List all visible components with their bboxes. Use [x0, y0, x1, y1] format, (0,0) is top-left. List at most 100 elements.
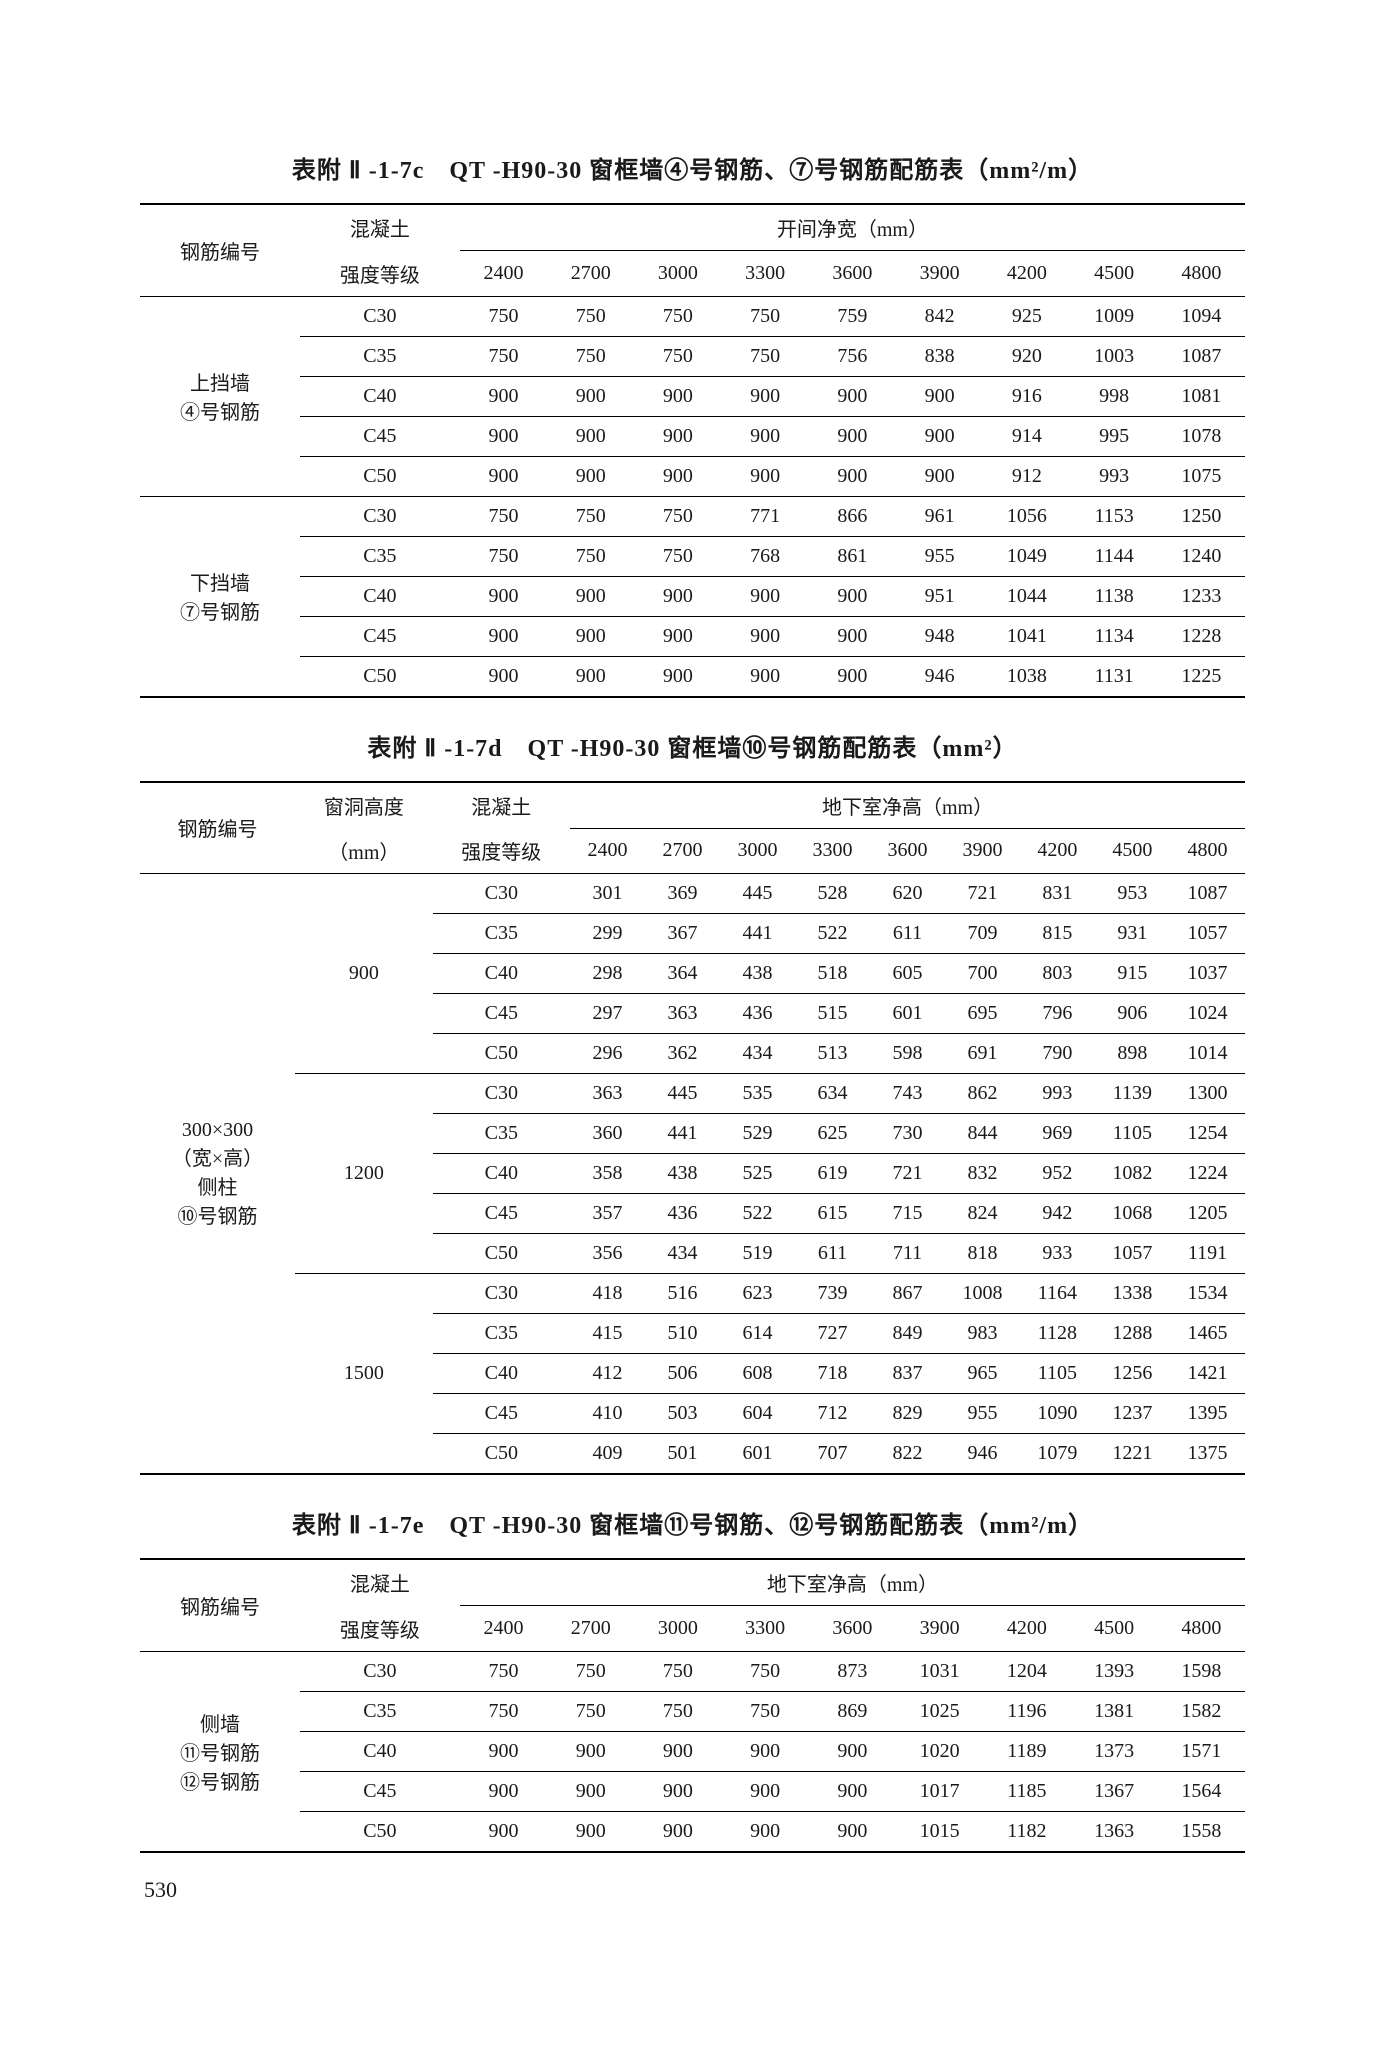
cell: 1081 — [1158, 376, 1245, 416]
cell: 356 — [570, 1234, 645, 1274]
cell: 750 — [634, 336, 721, 376]
cell: C45 — [300, 416, 460, 456]
t7d-h-col2b: （mm） — [295, 828, 432, 874]
cell: 1031 — [896, 1651, 983, 1691]
cell: 1078 — [1158, 416, 1245, 456]
cell: C40 — [300, 1731, 460, 1771]
cell: 415 — [570, 1314, 645, 1354]
cell: 750 — [634, 496, 721, 536]
cell: 900 — [809, 416, 896, 456]
cell: 955 — [945, 1394, 1020, 1434]
cell: 1153 — [1070, 496, 1157, 536]
height-label: 1500 — [295, 1274, 432, 1475]
cell: 900 — [547, 1771, 634, 1811]
t7c-w1: 2700 — [547, 251, 634, 297]
cell: 1233 — [1158, 576, 1245, 616]
cell: 436 — [645, 1194, 720, 1234]
cell: 1020 — [896, 1731, 983, 1771]
cell: 503 — [645, 1394, 720, 1434]
cell: 750 — [634, 1691, 721, 1731]
cell: 730 — [870, 1114, 945, 1154]
cell: 438 — [720, 954, 795, 994]
cell: 790 — [1020, 1034, 1095, 1074]
cell: 1375 — [1170, 1434, 1245, 1475]
table-7e: 钢筋编号 混凝土 地下室净高（mm） 强度等级 2400 2700 3000 3… — [140, 1558, 1245, 1853]
cell: 838 — [896, 336, 983, 376]
cell: 900 — [547, 376, 634, 416]
table-row: 1500C304185166237398671008116413381534 — [140, 1274, 1245, 1314]
cell: C40 — [300, 376, 460, 416]
cell: C30 — [300, 296, 460, 336]
cell: 900 — [634, 1811, 721, 1852]
cell: 750 — [722, 336, 809, 376]
cell: 709 — [945, 914, 1020, 954]
cell: 900 — [547, 1731, 634, 1771]
cell: 750 — [460, 496, 547, 536]
cell: C40 — [433, 1354, 570, 1394]
cell: 721 — [945, 874, 1020, 914]
cell: 900 — [547, 416, 634, 456]
cell: 1105 — [1095, 1114, 1170, 1154]
cell: 625 — [795, 1114, 870, 1154]
cell: 900 — [896, 416, 983, 456]
cell: 900 — [722, 1811, 809, 1852]
t7c-w0: 2400 — [460, 251, 547, 297]
cell: 933 — [1020, 1234, 1095, 1274]
t7c-w8: 4800 — [1158, 251, 1245, 297]
cell: 297 — [570, 994, 645, 1034]
row-group-label: 下挡墙⑦号钢筋 — [140, 496, 300, 697]
t7c-w4: 3600 — [809, 251, 896, 297]
cell: 900 — [809, 616, 896, 656]
cell: 1087 — [1158, 336, 1245, 376]
cell: 634 — [795, 1074, 870, 1114]
cell: 832 — [945, 1154, 1020, 1194]
cell: 861 — [809, 536, 896, 576]
t7d-w7: 4500 — [1095, 828, 1170, 874]
cell: 900 — [547, 616, 634, 656]
cell: 915 — [1095, 954, 1170, 994]
cell: 756 — [809, 336, 896, 376]
cell: 1008 — [945, 1274, 1020, 1314]
cell: 900 — [809, 576, 896, 616]
table-row: C409009009009009009009169981081 — [140, 376, 1245, 416]
cell: 1057 — [1170, 914, 1245, 954]
cell: 750 — [722, 1651, 809, 1691]
t7e-h-span: 地下室净高（mm） — [460, 1559, 1245, 1606]
cell: 818 — [945, 1234, 1020, 1274]
cell: C50 — [433, 1434, 570, 1475]
cell: 1373 — [1070, 1731, 1157, 1771]
cell: 362 — [645, 1034, 720, 1074]
cell: 993 — [1070, 456, 1157, 496]
t7d-w6: 4200 — [1020, 828, 1095, 874]
cell: C45 — [433, 994, 570, 1034]
cell: 951 — [896, 576, 983, 616]
t7d-h-col2a: 窗洞高度 — [295, 782, 432, 829]
cell: C35 — [433, 1314, 570, 1354]
cell: 301 — [570, 874, 645, 914]
table-row: C357507507507508691025119613811582 — [140, 1691, 1245, 1731]
t7c-w6: 4200 — [983, 251, 1070, 297]
cell: 1393 — [1070, 1651, 1157, 1691]
cell: 993 — [1020, 1074, 1095, 1114]
t7e-w2: 3000 — [634, 1606, 721, 1652]
cell: 1395 — [1170, 1394, 1245, 1434]
cell: 900 — [547, 1811, 634, 1852]
cell: 1182 — [983, 1811, 1070, 1852]
cell: 844 — [945, 1114, 1020, 1154]
cell: C30 — [433, 874, 570, 914]
cell: 605 — [870, 954, 945, 994]
cell: 535 — [720, 1074, 795, 1114]
row-group-label: 上挡墙④号钢筋 — [140, 296, 300, 496]
cell: 1582 — [1158, 1691, 1245, 1731]
cell: 1250 — [1158, 496, 1245, 536]
t7d-w4: 3600 — [870, 828, 945, 874]
cell: 920 — [983, 336, 1070, 376]
cell: 1024 — [1170, 994, 1245, 1034]
cell: 1363 — [1070, 1811, 1157, 1852]
cell: 529 — [720, 1114, 795, 1154]
table-row: C45900900900900900948104111341228 — [140, 616, 1245, 656]
cell: 750 — [460, 336, 547, 376]
t7e-w5: 3900 — [896, 1606, 983, 1652]
cell: 965 — [945, 1354, 1020, 1394]
cell: 615 — [795, 1194, 870, 1234]
